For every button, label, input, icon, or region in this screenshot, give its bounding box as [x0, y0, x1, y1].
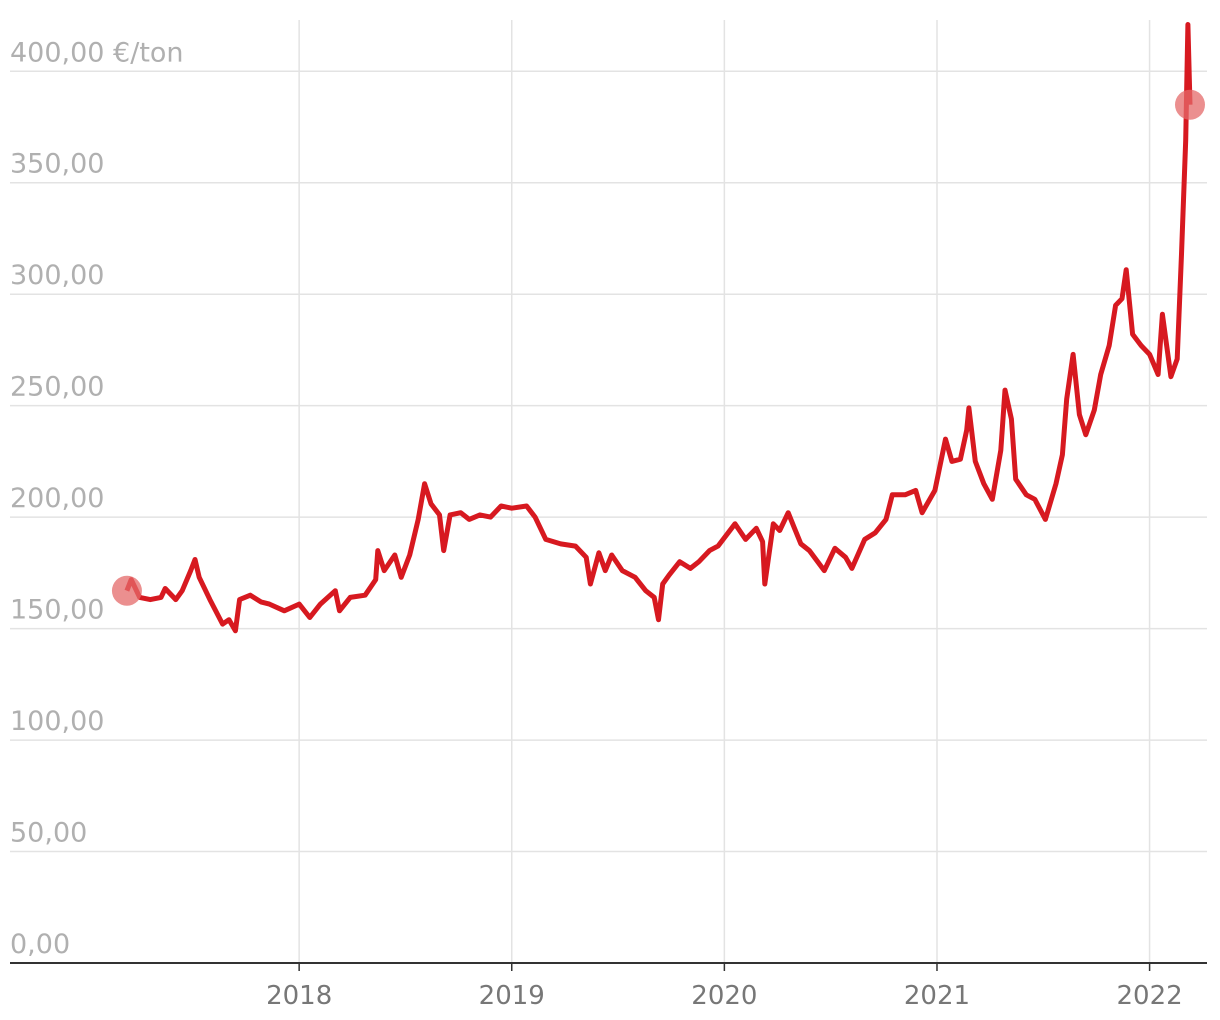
endpoint-marker [111, 575, 142, 606]
y-tick-label: 250,00 [10, 372, 104, 403]
y-tick-label: 150,00 [10, 595, 104, 626]
y-tick-label: 0,00 [10, 929, 70, 960]
endpoint-marker [1174, 89, 1205, 120]
y-tick-label: 200,00 [10, 483, 104, 514]
x-tick-label: 2022 [1117, 981, 1183, 1011]
x-tick-label: 2021 [904, 981, 970, 1011]
y-tick-label: 100,00 [10, 706, 104, 737]
x-tick-label: 2018 [266, 981, 332, 1011]
price-line [124, 22, 1193, 634]
x-tick-label: 2020 [691, 981, 757, 1011]
y-tick-label: 350,00 [10, 149, 104, 180]
y-tick-label: 300,00 [10, 260, 104, 291]
y-tick-label: 400,00 €/ton [10, 37, 184, 68]
y-tick-label: 50,00 [10, 818, 87, 849]
x-tick-label: 2019 [479, 981, 545, 1011]
